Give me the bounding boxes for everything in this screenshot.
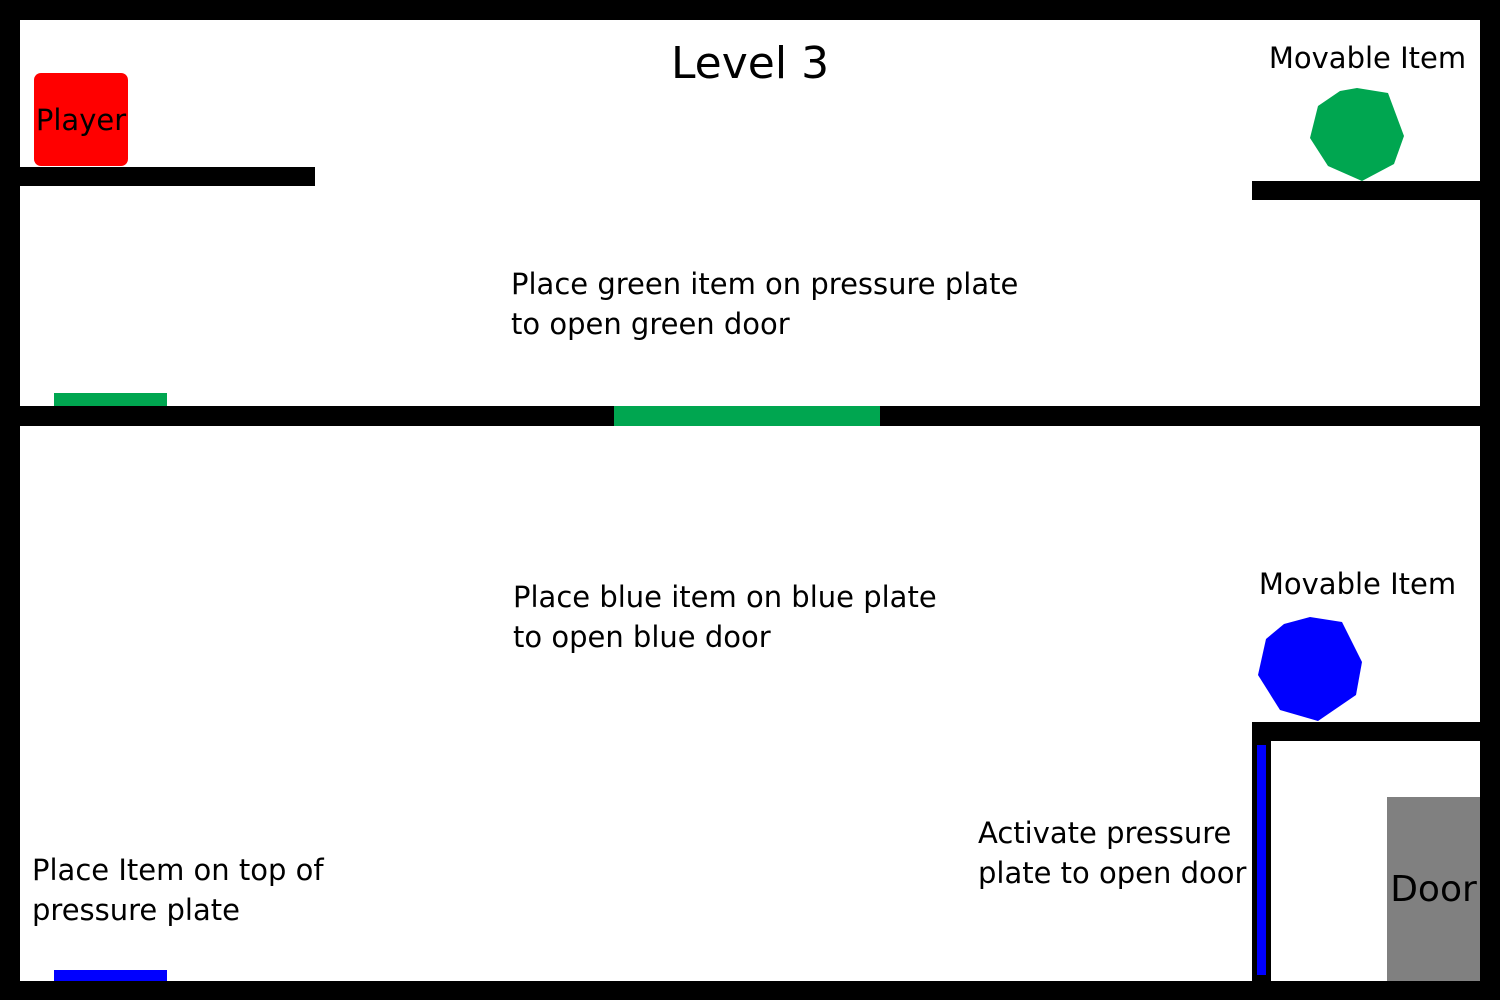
green-item-shape [1310, 88, 1404, 181]
upper-room [20, 20, 1480, 406]
green-item-platform [1252, 181, 1480, 200]
exit-door-instruction: Activate pressure plate to open door [978, 816, 1247, 890]
green-pressure-plate[interactable] [54, 393, 167, 406]
lower-room [20, 426, 1480, 981]
player-character[interactable]: Player [34, 73, 128, 166]
level-title: Level 3 [670, 38, 830, 89]
blue-item-platform [1252, 722, 1480, 741]
blue-door-instruction: Place blue item on blue plate to open bl… [513, 580, 937, 654]
blue-item-shape [1258, 617, 1362, 721]
green-door [614, 406, 880, 426]
green-item-label: Movable Item [1268, 41, 1467, 75]
player-label: Player [35, 102, 127, 137]
blue-movable-item[interactable] [1258, 617, 1363, 721]
player-start-platform [20, 167, 315, 186]
blue-door [1257, 745, 1266, 975]
blue-item-label: Movable Item [1258, 567, 1457, 601]
green-movable-item[interactable] [1310, 88, 1405, 181]
door-label: Door [1390, 868, 1477, 910]
green-door-instruction: Place green item on pressure plate to op… [511, 267, 1019, 341]
exit-door[interactable]: Door [1387, 797, 1480, 981]
blue-pressure-plate[interactable] [54, 970, 167, 981]
pressure-plate-instruction: Place Item on top of pressure plate [32, 853, 324, 927]
